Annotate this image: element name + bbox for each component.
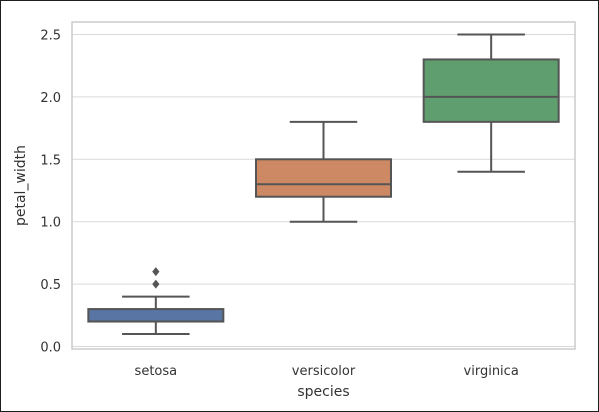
outlier-point <box>152 279 160 289</box>
box-body <box>87 308 225 323</box>
x-tick-label: setosa <box>135 364 178 379</box>
y-tick-label: 1.5 <box>40 153 61 168</box>
box-series <box>87 33 560 336</box>
y-tick-label: 0.5 <box>40 278 61 293</box>
box-body <box>422 58 560 123</box>
y-axis-label: petal_width <box>13 145 29 226</box>
y-tick-labels: 0.0 0.5 1.0 1.5 2.0 2.5 <box>40 28 61 355</box>
y-tick-label: 2.0 <box>40 91 61 106</box>
box-versicolor <box>255 120 392 223</box>
box-body <box>255 158 392 198</box>
y-tick-label: 0.0 <box>40 341 61 356</box>
box-setosa <box>87 267 225 336</box>
x-tick-label: virginica <box>464 364 519 379</box>
x-axis-label: species <box>297 384 349 400</box>
outlier-point <box>152 267 160 277</box>
y-tick-label: 2.5 <box>40 28 61 43</box>
x-tick-labels: setosa versicolor virginica <box>135 364 519 379</box>
y-tick-label: 1.0 <box>40 216 61 231</box>
x-tick-label: versicolor <box>292 364 356 379</box>
plot-area-border <box>71 21 576 350</box>
box-virginica <box>422 33 560 173</box>
